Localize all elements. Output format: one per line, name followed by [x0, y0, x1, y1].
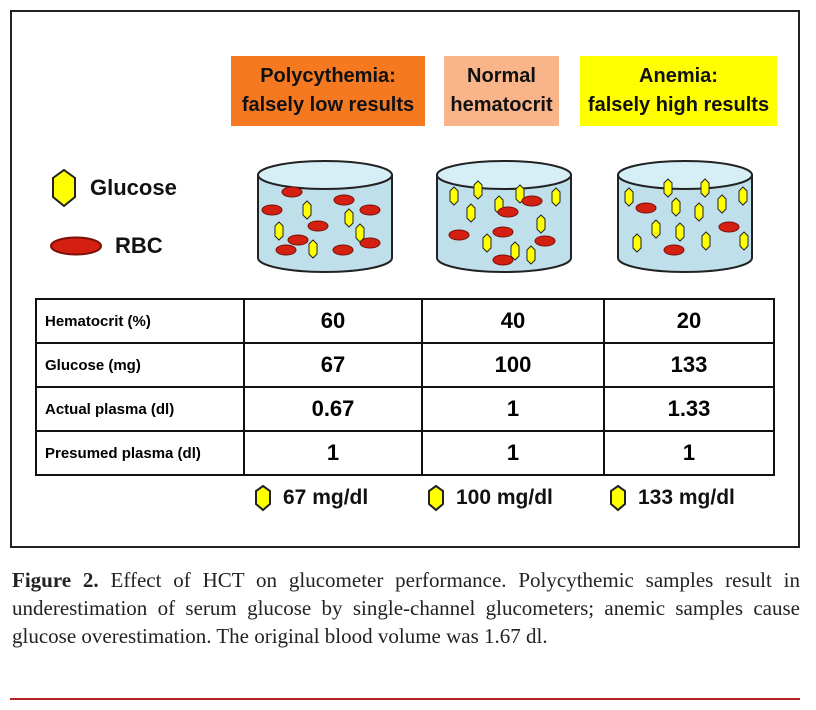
glucose-particle	[510, 241, 520, 261]
glucose-particle	[274, 221, 284, 241]
rbc-particle	[448, 229, 470, 241]
glucose-particle	[449, 186, 459, 206]
rbc-particle	[635, 202, 657, 214]
table-row: Glucose (mg) 67 100 133	[35, 342, 775, 388]
result-polycythemia: 67 mg/dl	[283, 486, 369, 509]
glucose-particle	[551, 187, 561, 207]
header-anemia: Anemia: falsely high results	[580, 56, 777, 126]
glucose-particle	[308, 239, 318, 259]
rbc-particle	[497, 206, 519, 218]
table-cell: 1	[243, 430, 423, 476]
glucose-particle	[694, 202, 704, 222]
glucose-particle	[651, 219, 661, 239]
table-row: Hematocrit (%) 60 40 20	[35, 298, 775, 344]
table-cell: 67	[243, 342, 423, 388]
glucose-particle	[482, 233, 492, 253]
table-cell: 20	[603, 298, 775, 344]
rbc-particle	[359, 204, 381, 216]
result-normal: 100 mg/dl	[456, 486, 553, 509]
rbc-particle	[718, 221, 740, 233]
table-cell: 133	[603, 342, 775, 388]
caption-text: Effect of HCT on glucometer performance.…	[12, 568, 800, 648]
rbc-particle	[359, 237, 381, 249]
row-label: Actual plasma (dl)	[35, 386, 245, 432]
glucose-particle	[526, 245, 536, 265]
glucose-result-icon	[255, 484, 271, 512]
table-row: Presumed plasma (dl) 1 1 1	[35, 430, 775, 476]
glucose-particle	[624, 187, 634, 207]
header-line2: falsely high results	[587, 94, 770, 116]
legend-rbc-label: RBC	[115, 233, 163, 258]
table-cell: 0.67	[243, 386, 423, 432]
rbc-particle	[275, 244, 297, 256]
sample-cylinder-polycythemia	[257, 160, 393, 273]
glucose-particle	[536, 214, 546, 234]
rbc-particle	[261, 204, 283, 216]
row-label: Glucose (mg)	[35, 342, 245, 388]
glucose-particle	[302, 200, 312, 220]
rbc-particle	[333, 194, 355, 206]
rbc-particle	[307, 220, 329, 232]
glucose-particle	[717, 194, 727, 214]
rbc-particle	[287, 234, 309, 246]
rbc-particle	[521, 195, 543, 207]
rbc-particle	[534, 235, 556, 247]
glucose-particle	[466, 203, 476, 223]
row-label: Presumed plasma (dl)	[35, 430, 245, 476]
header-line2: falsely low results	[241, 94, 415, 116]
table-row: Actual plasma (dl) 0.67 1 1.33	[35, 386, 775, 432]
glucose-particle	[701, 231, 711, 251]
glucose-particle	[632, 233, 642, 253]
header-line1: Normal	[467, 65, 536, 87]
legend-glucose-label: Glucose	[90, 175, 177, 200]
header-polycythemia: Polycythemia: falsely low results	[231, 56, 425, 126]
glucose-legend-icon	[52, 168, 76, 208]
header-line1: Polycythemia:	[260, 65, 396, 87]
rbc-particle	[332, 244, 354, 256]
sample-cylinder-normal	[436, 160, 572, 273]
glucose-result-icon	[610, 484, 626, 512]
hematocrit-table: Hematocrit (%) 60 40 20 Glucose (mg) 67 …	[35, 298, 775, 476]
glucose-particle	[344, 208, 354, 228]
glucose-particle	[675, 222, 685, 242]
header-normal: Normal hematocrit	[444, 56, 559, 126]
glucose-particle	[663, 178, 673, 198]
table-cell: 40	[421, 298, 605, 344]
glucose-particle	[671, 197, 681, 217]
glucose-particle	[738, 186, 748, 206]
row-label: Hematocrit (%)	[35, 298, 245, 344]
glucose-particle	[355, 223, 365, 243]
header-line1: Anemia:	[639, 65, 718, 87]
sample-cylinder-anemia	[617, 160, 753, 273]
caption-label: Figure 2.	[12, 568, 99, 592]
rbc-particle	[492, 254, 514, 266]
result-anemia: 133 mg/dl	[638, 486, 735, 509]
table-cell: 1.33	[603, 386, 775, 432]
glucose-particle	[515, 184, 525, 204]
rbc-particle	[281, 186, 303, 198]
glucose-result-icon	[428, 484, 444, 512]
table-cell: 1	[421, 430, 605, 476]
rbc-legend-icon	[50, 236, 102, 256]
glucose-particle	[739, 231, 749, 251]
table-cell: 100	[421, 342, 605, 388]
figure-caption: Figure 2. Effect of HCT on glucometer pe…	[12, 566, 800, 650]
glucose-particle	[700, 178, 710, 198]
glucose-particle	[473, 180, 483, 200]
table-cell: 60	[243, 298, 423, 344]
rbc-particle	[663, 244, 685, 256]
header-line2: hematocrit	[450, 94, 553, 116]
divider-rule	[10, 698, 800, 700]
table-cell: 1	[603, 430, 775, 476]
rbc-particle	[492, 226, 514, 238]
table-cell: 1	[421, 386, 605, 432]
